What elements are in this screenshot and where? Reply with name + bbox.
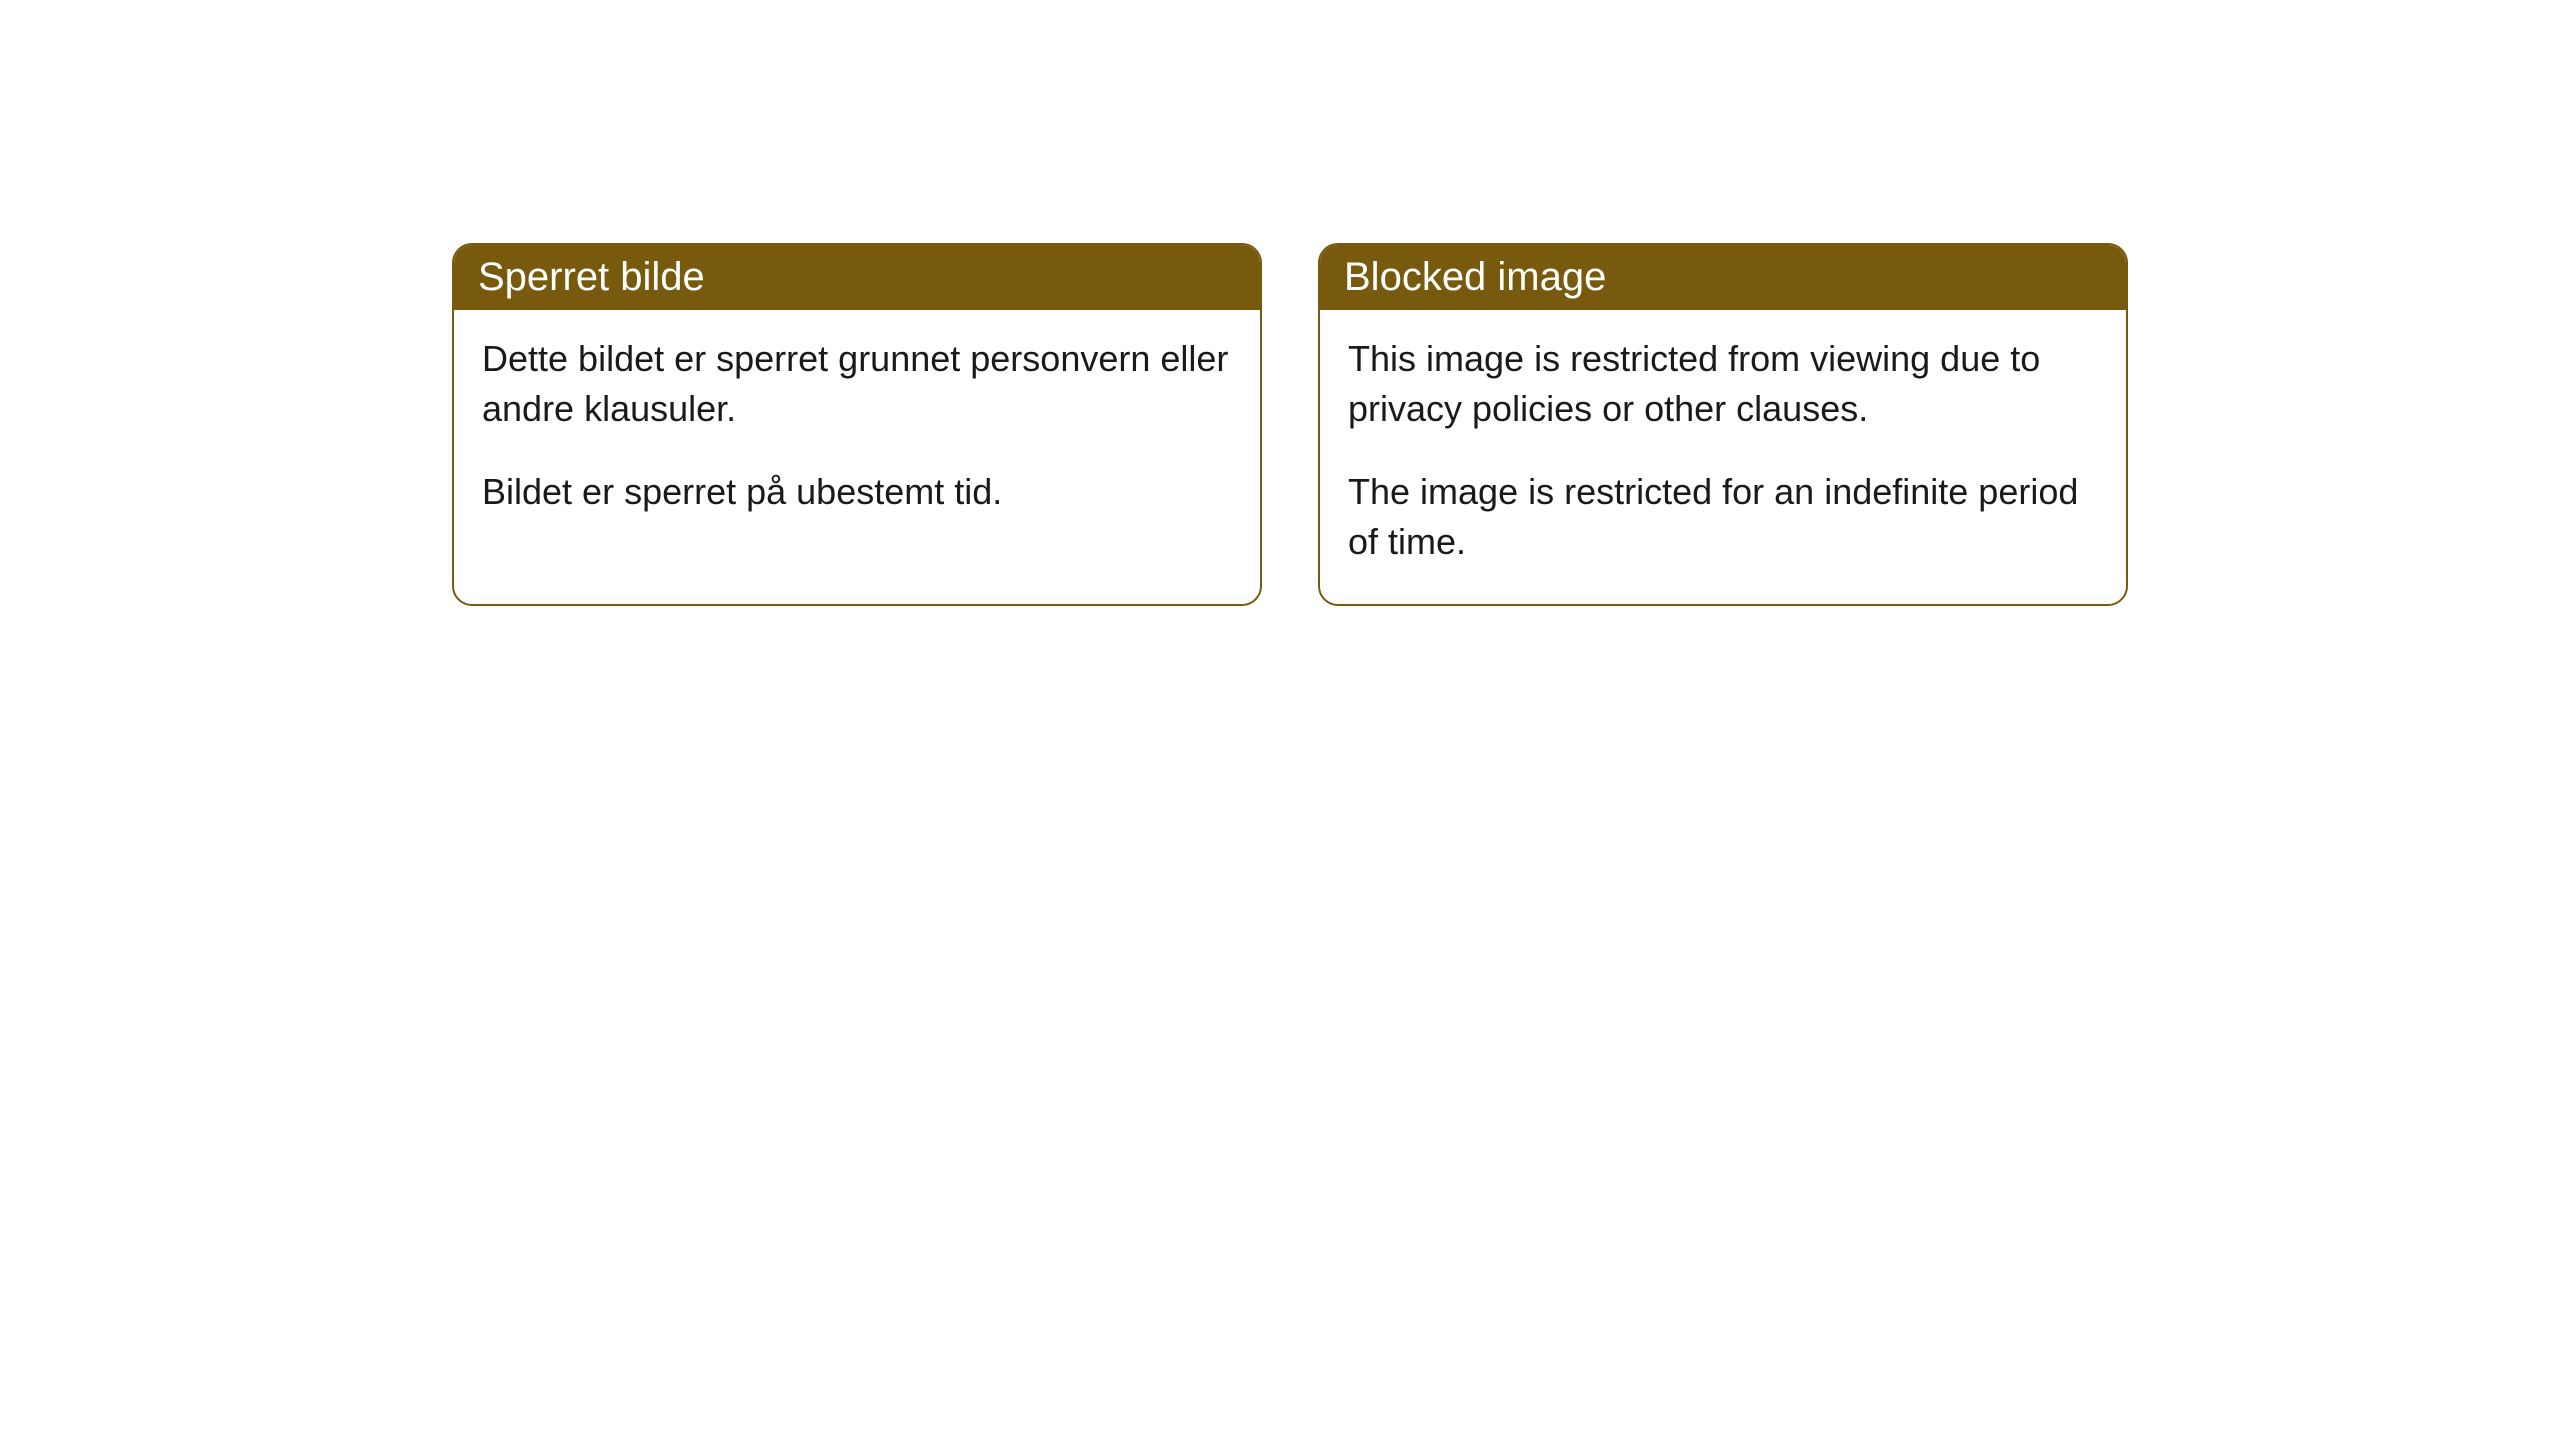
card-body-norwegian: Dette bildet er sperret grunnet personve…	[454, 310, 1260, 553]
card-paragraph-2-norwegian: Bildet er sperret på ubestemt tid.	[482, 467, 1232, 517]
card-norwegian: Sperret bilde Dette bildet er sperret gr…	[452, 243, 1262, 606]
cards-container: Sperret bilde Dette bildet er sperret gr…	[452, 243, 2560, 606]
card-body-english: This image is restricted from viewing du…	[1320, 310, 2126, 604]
card-english: Blocked image This image is restricted f…	[1318, 243, 2128, 606]
card-paragraph-1-english: This image is restricted from viewing du…	[1348, 334, 2098, 435]
card-title-norwegian: Sperret bilde	[478, 255, 705, 299]
card-title-english: Blocked image	[1344, 255, 1606, 299]
card-paragraph-2-english: The image is restricted for an indefinit…	[1348, 467, 2098, 568]
card-header-norwegian: Sperret bilde	[454, 245, 1260, 310]
card-paragraph-1-norwegian: Dette bildet er sperret grunnet personve…	[482, 334, 1232, 435]
card-header-english: Blocked image	[1320, 245, 2126, 310]
